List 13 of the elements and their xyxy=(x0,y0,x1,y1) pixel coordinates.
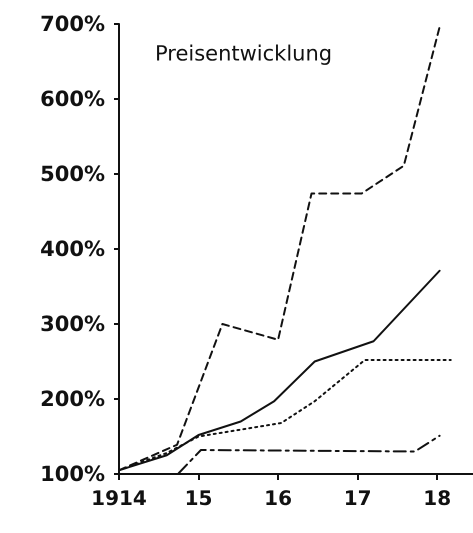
y-tick-label: 400% xyxy=(40,237,105,261)
x-tick-label: 18 xyxy=(423,486,452,510)
x-tick-label: 16 xyxy=(264,486,292,510)
y-tick-label: 600% xyxy=(40,87,105,111)
y-tick-label: 300% xyxy=(40,312,105,336)
y-tick-label: 100% xyxy=(40,462,105,486)
y-tick-label: 200% xyxy=(40,387,105,411)
x-tick-label: 17 xyxy=(344,486,372,510)
text: Preisentwicklung xyxy=(155,42,332,66)
x-tick-label: 1914 xyxy=(91,486,147,510)
y-tick-label: 500% xyxy=(40,162,105,186)
y-tick-label: 700% xyxy=(40,12,105,36)
x-tick-label: 15 xyxy=(184,486,212,510)
